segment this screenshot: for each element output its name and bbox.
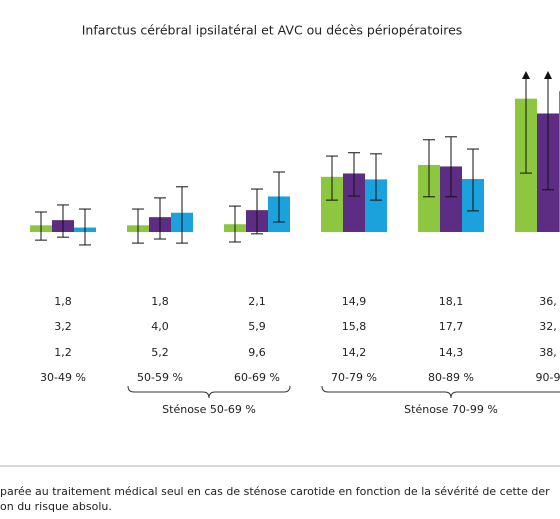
error-bar [370, 153, 382, 201]
value-label: 18,1 [439, 295, 464, 308]
bar [365, 179, 387, 232]
x-tick-label: 80-89 % [428, 371, 474, 384]
error-bar [467, 148, 479, 212]
value-label: 38, [539, 346, 557, 359]
x-tick-label: 30-49 % [40, 371, 86, 384]
error-bar [251, 188, 263, 235]
error-bar [57, 204, 69, 238]
group-brace [321, 385, 560, 399]
error-bar [229, 205, 241, 243]
error-bar [35, 211, 47, 241]
group-brace [127, 385, 291, 399]
value-label: 14,9 [342, 295, 367, 308]
error-bar [445, 136, 457, 198]
value-label: 1,2 [54, 346, 72, 359]
value-label: 14,2 [342, 346, 367, 359]
error-bar-part [522, 71, 530, 79]
error-bar-part [544, 71, 552, 79]
value-label: 15,8 [342, 320, 367, 333]
x-tick-label: 90-9 [536, 371, 560, 384]
group-label: Sténose 70-99 % [404, 403, 498, 416]
x-tick-label: 60-69 % [234, 371, 280, 384]
x-tick-label: 50-59 % [137, 371, 183, 384]
value-label: 1,8 [151, 295, 169, 308]
error-bar [79, 208, 91, 246]
bar [321, 176, 343, 232]
value-label: 17,7 [439, 320, 464, 333]
bar [418, 164, 440, 232]
value-label: 32, [539, 320, 557, 333]
error-bar [132, 208, 144, 244]
error-bar [176, 186, 188, 244]
x-tick-label: 70-79 % [331, 371, 377, 384]
error-bar [154, 197, 166, 240]
error-bar [542, 71, 554, 191]
bar [440, 166, 462, 232]
value-label: 1,8 [54, 295, 72, 308]
error-bar [520, 71, 532, 174]
error-bar [423, 139, 435, 198]
error-bar [326, 155, 338, 201]
caption-line: on du risque absolu. [0, 500, 112, 513]
error-bar [273, 171, 285, 223]
chart-title: Infarctus cérébral ipsilatéral et AVC ou… [82, 23, 463, 38]
bar [343, 173, 365, 232]
value-label: 3,2 [54, 320, 72, 333]
value-label: 2,1 [248, 295, 266, 308]
value-label: 5,9 [248, 320, 266, 333]
value-label: 9,6 [248, 346, 266, 359]
value-label: 14,3 [439, 346, 464, 359]
error-bar [348, 152, 360, 197]
value-label: 36, [539, 295, 557, 308]
value-label: 5,2 [151, 346, 169, 359]
group-label: Sténose 50-69 % [162, 403, 256, 416]
caption-line: parée au traitement médical seul en cas … [0, 485, 550, 498]
value-label: 4,0 [151, 320, 169, 333]
